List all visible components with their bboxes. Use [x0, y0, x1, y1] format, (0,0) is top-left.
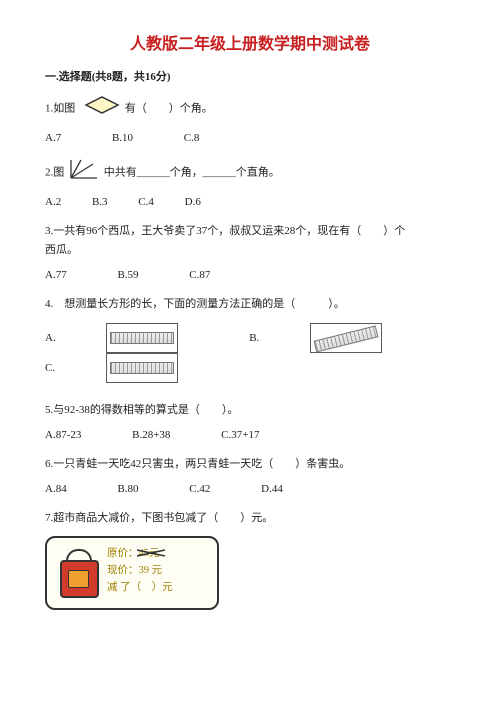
question-3: 3.一共有96个西瓜，王大爷卖了37个，叔叔又运来28个，现在有（ ）个 西瓜。 [45, 222, 455, 262]
cut-price-line: 减 了（ ）元 [107, 580, 173, 597]
q6-opt-d: D.44 [261, 483, 283, 495]
price-tag: 原价：45元 现价：39 元 减 了（ ）元 [45, 536, 219, 610]
tag-text: 原价：45元 现价：39 元 减 了（ ）元 [107, 546, 173, 596]
q5-options: A.87-23 B.28+38 C.37+17 [45, 429, 455, 441]
q2-opt-a: A.2 [45, 196, 61, 208]
q1-opt-c: C.8 [184, 132, 200, 144]
question-1: 1.如图 有（ ）个角。 [45, 94, 455, 124]
ruler-box-c [106, 353, 178, 383]
q1-prefix: 1.如图 [45, 102, 75, 114]
orig-price-line: 原价：45元 [107, 546, 173, 563]
rhombus-icon [78, 94, 122, 124]
q3-opt-a: A.77 [45, 269, 67, 281]
q1-opt-a: A.7 [45, 132, 61, 144]
q2-opt-b: B.3 [92, 196, 108, 208]
orig-price-value: 45元 [139, 548, 160, 559]
q3-line2: 西瓜。 [45, 241, 455, 261]
q6-opt-a: A.84 [45, 483, 67, 495]
q2-suffix: 中共有______个角，______个直角。 [104, 166, 280, 178]
q3-options: A.77 B.59 C.87 [45, 269, 455, 281]
q1-suffix: 有（ ）个角。 [125, 102, 213, 114]
q5-opt-b: B.28+38 [132, 429, 170, 441]
question-5: 5.与92-38的得数相等的算式是（ ）。 [45, 401, 455, 421]
question-2: 2.图 中共有______个角，______个直角。 [45, 158, 455, 188]
page-title: 人教版二年级上册数学期中测试卷 [45, 30, 455, 54]
q3-line1: 3.一共有96个西瓜，王大爷卖了37个，叔叔又运来28个，现在有（ ）个 [45, 222, 455, 242]
q6-opt-c: C.42 [189, 483, 210, 495]
q3-opt-b: B.59 [117, 269, 138, 281]
question-7: 7.超市商品大减价，下图书包减了（ ）元。 [45, 509, 455, 529]
angle-icon [67, 158, 101, 188]
q2-opt-d: D.6 [185, 196, 201, 208]
now-price-line: 现价：39 元 [107, 563, 173, 580]
section-heading: 一.选择题(共8题，共16分) [45, 68, 455, 84]
q4-opt-b: B. [249, 323, 430, 353]
q6-opt-b: B.80 [117, 483, 138, 495]
q6-options: A.84 B.80 C.42 D.44 [45, 483, 455, 495]
question-4: 4. 想测量长方形的长，下面的测量方法正确的是（ ）。 [45, 295, 455, 315]
q2-prefix: 2.图 [45, 166, 64, 178]
ruler-box-a [106, 323, 178, 353]
ruler-box-b [310, 323, 382, 353]
question-6: 6.一只青蛙一天吃42只害虫，两只青蛙一天吃（ ）条害虫。 [45, 455, 455, 475]
q4-options: A. B. C. [45, 323, 455, 383]
bag-icon [55, 546, 100, 596]
q4-opt-a: A. [45, 323, 226, 353]
q5-opt-c: C.37+17 [221, 429, 259, 441]
q1-options: A.7 B.10 C.8 [45, 132, 455, 144]
q1-opt-b: B.10 [112, 132, 133, 144]
q2-opt-c: C.4 [138, 196, 154, 208]
strike-icon [137, 546, 169, 562]
exam-page: 人教版二年级上册数学期中测试卷 一.选择题(共8题，共16分) 1.如图 有（ … [0, 0, 500, 707]
q2-options: A.2 B.3 C.4 D.6 [45, 196, 455, 208]
q5-opt-a: A.87-23 [45, 429, 81, 441]
q4-opt-c: C. [45, 353, 226, 383]
q3-opt-c: C.87 [189, 269, 210, 281]
